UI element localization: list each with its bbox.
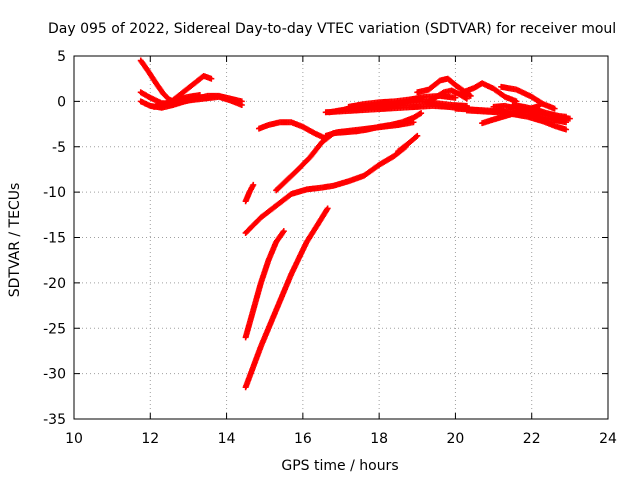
y-tick-label: -15 — [43, 231, 66, 247]
series-track-7 — [255, 119, 329, 142]
x-tick-label: 10 — [65, 431, 83, 447]
data-point — [250, 181, 257, 188]
series-track-19 — [460, 80, 520, 105]
x-tick-label: 24 — [599, 431, 617, 447]
y-tick-label: -5 — [52, 140, 66, 156]
data-point — [324, 205, 331, 212]
y-axis-label: SDTVAR / TECUs — [7, 183, 23, 298]
data-point — [208, 75, 215, 82]
x-tick-label: 12 — [141, 431, 159, 447]
y-tick-label: -20 — [43, 276, 66, 292]
y-tick-label: -35 — [43, 412, 66, 428]
chart-title: Day 095 of 2022, Sidereal Day-to-day VTE… — [48, 21, 616, 37]
series-track-22 — [463, 107, 570, 133]
y-tick-label: -10 — [43, 185, 66, 201]
data-point — [463, 95, 470, 102]
data-point — [452, 94, 459, 101]
series-track-13 — [395, 132, 421, 155]
data-point — [414, 132, 421, 139]
data-point — [410, 119, 417, 126]
series-track-6 — [242, 181, 257, 205]
series-track-9 — [242, 228, 287, 341]
x-tick-label: 22 — [523, 431, 541, 447]
y-tick-label: 0 — [57, 94, 66, 110]
series-track-12 — [322, 119, 417, 139]
data-point — [280, 228, 287, 235]
data-point — [196, 92, 203, 99]
series-track-5 — [151, 92, 203, 110]
series-track-20 — [498, 83, 558, 112]
x-tick-label: 14 — [218, 431, 236, 447]
x-axis-label: GPS time / hours — [281, 458, 398, 474]
data-point — [563, 113, 570, 120]
y-tick-label: 5 — [57, 49, 66, 65]
x-tick-label: 16 — [294, 431, 312, 447]
x-tick-label: 20 — [447, 431, 465, 447]
series-track-1 — [137, 57, 177, 105]
data-point — [413, 133, 420, 140]
series-track-10 — [242, 205, 331, 391]
axis-ticks: 10 12 14 16 18 20 22 24 5 0 -5 -10 -15 -20 -25 -30 -35 — [43, 49, 617, 447]
series-track-18 — [425, 87, 470, 105]
series-track-3 — [137, 92, 245, 111]
data-point — [418, 110, 425, 117]
data-point — [467, 92, 474, 99]
series-track-17 — [414, 75, 474, 99]
data-series — [137, 57, 573, 391]
y-tick-label: -25 — [43, 321, 66, 337]
series-track-8 — [242, 143, 409, 236]
data-point — [563, 126, 570, 133]
y-tick-label: -30 — [43, 367, 66, 383]
series-track-25 — [509, 102, 570, 120]
data-point — [551, 105, 558, 112]
x-tick-label: 18 — [370, 431, 388, 447]
data-point — [238, 98, 245, 105]
data-point — [566, 115, 573, 122]
